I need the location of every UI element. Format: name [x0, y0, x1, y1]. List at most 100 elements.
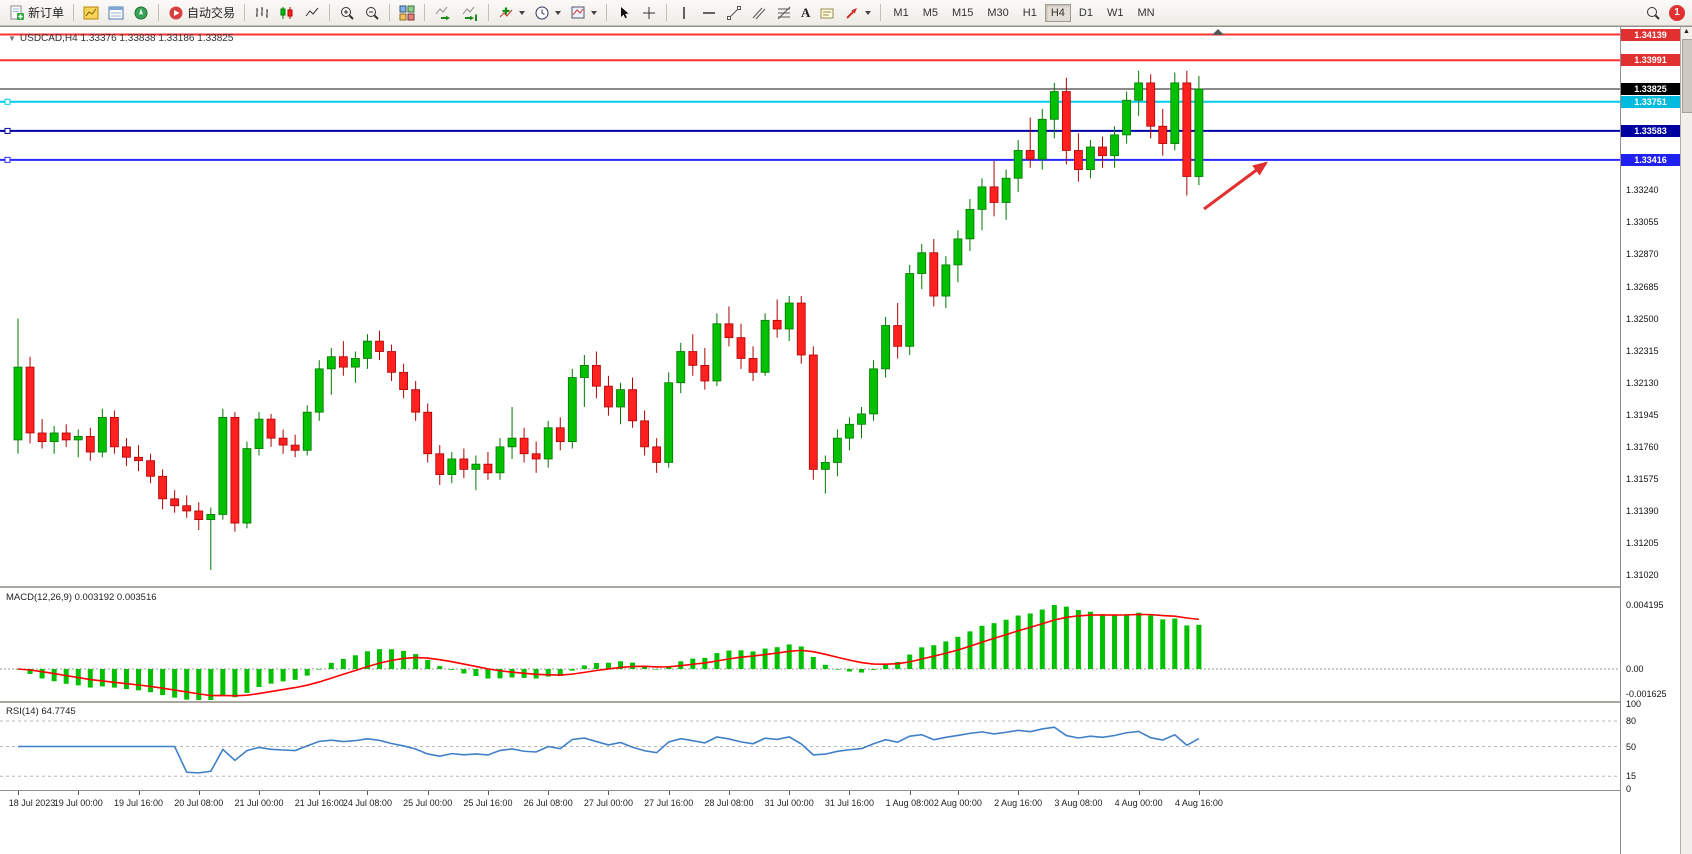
- navigator-button[interactable]: [129, 1, 153, 25]
- timeframe-button-w1[interactable]: W1: [1106, 6, 1124, 19]
- time-axis-tick: [548, 791, 550, 795]
- bar-chart-button[interactable]: [250, 1, 274, 25]
- horizontal-line-tool-button[interactable]: [697, 1, 721, 25]
- timeframe-button-m30[interactable]: M30: [987, 6, 1009, 19]
- notification-badge[interactable]: 1: [1669, 4, 1685, 21]
- time-axis-tick: [1198, 791, 1200, 795]
- time-axis[interactable]: 18 Jul 2023 19 Jul 00:00 19 Jul 16:00 20 Ju…: [0, 791, 1620, 815]
- separator: [666, 4, 668, 21]
- time-axis-tick: [78, 791, 80, 795]
- arrows-tool-icon: [846, 7, 858, 19]
- tile-windows-button[interactable]: [395, 1, 419, 25]
- panel-splitter[interactable]: [0, 701, 1692, 703]
- main-chart[interactable]: [0, 29, 1620, 586]
- text-tool-button[interactable]: A: [797, 1, 814, 25]
- crosshair-tool-button[interactable]: [637, 1, 661, 25]
- timeframe-button-m1[interactable]: M1: [893, 6, 909, 19]
- zoom-out-button[interactable]: [360, 1, 384, 25]
- trendline-icon: [727, 5, 742, 20]
- time-axis-tick: [1018, 791, 1020, 795]
- label-tool-button[interactable]: [815, 1, 839, 25]
- rsi-panel[interactable]: [0, 704, 1620, 789]
- market-watch-button[interactable]: [79, 1, 103, 25]
- template-icon: [571, 6, 585, 18]
- channel-tool-button[interactable]: [747, 1, 771, 25]
- timeframe-button-mn[interactable]: MN: [1137, 6, 1155, 19]
- timeframe-toolbar: M1 M5 M15 M30 H1 H4 D1 W1 MN: [886, 3, 1161, 22]
- line-chart-button[interactable]: [300, 1, 324, 25]
- chevron-down-icon: [865, 10, 872, 15]
- timeframe-button-d1[interactable]: D1: [1078, 6, 1093, 19]
- panel-splitter[interactable]: [0, 586, 1692, 588]
- chart-shift-button[interactable]: [457, 1, 483, 25]
- zoom-in-button[interactable]: [335, 1, 359, 25]
- timeframe-button-h4[interactable]: H4: [1044, 3, 1071, 22]
- autotrading-button[interactable]: 自动交易: [164, 1, 239, 25]
- price-axis-label: 1.31945: [1626, 409, 1659, 420]
- price-level-chip: 1.33991: [1621, 54, 1680, 67]
- price-axis-label: 1.32500: [1626, 313, 1659, 324]
- cursor-icon: [621, 6, 629, 18]
- price-axis-label: 1.33240: [1626, 185, 1659, 196]
- time-axis-tick: [1078, 791, 1080, 795]
- candlestick-chart-button[interactable]: [275, 1, 299, 25]
- time-axis-label: 4 Aug 00:00: [1114, 798, 1163, 808]
- price-axis-label: 1.31020: [1626, 570, 1659, 581]
- time-axis-tick: [909, 791, 911, 795]
- time-axis-label: 31 Jul 16:00: [824, 798, 874, 808]
- trendline-tool-button[interactable]: [722, 1, 746, 25]
- fibonacci-tool-button[interactable]: [772, 1, 796, 25]
- time-axis-tick: [319, 791, 321, 795]
- data-window-button[interactable]: [104, 1, 128, 25]
- price-level-chip: 1.33416: [1621, 153, 1680, 166]
- rsi-axis-label: 15: [1626, 771, 1637, 782]
- scrollbar-up-icon[interactable]: ▲: [1683, 28, 1690, 35]
- cursor-tool-button[interactable]: [612, 1, 636, 25]
- chart-title: ▼ USDCAD,H4 1.33376 1.33838 1.33186 1.33…: [8, 33, 233, 44]
- periods-button[interactable]: [530, 1, 565, 25]
- time-axis-tick: [427, 791, 429, 795]
- time-axis-tick: [849, 791, 851, 795]
- time-axis-tick: [789, 791, 791, 795]
- price-scale[interactable]: 1.33240 1.33055 1.32870 1.32685 1.32500 1.323…: [1620, 27, 1680, 854]
- separator: [606, 4, 608, 21]
- market-watch-icon: [83, 6, 99, 19]
- search-icon[interactable]: [1645, 5, 1661, 21]
- separator: [389, 4, 391, 21]
- separator: [158, 4, 160, 21]
- rsi-axis-label: 100: [1626, 699, 1642, 709]
- new-order-label: 新订单: [28, 6, 65, 20]
- timeframe-button-m5[interactable]: M5: [922, 6, 938, 19]
- timeframe-button-m15[interactable]: M15: [951, 6, 974, 19]
- scrollbar-thumb[interactable]: [1682, 39, 1692, 113]
- price-level-chip: 1.34139: [1621, 28, 1680, 41]
- auto-scroll-button[interactable]: [430, 1, 456, 25]
- time-axis-label: 31 Jul 00:00: [764, 798, 814, 808]
- bar-chart-icon: [256, 6, 269, 18]
- templates-button[interactable]: [566, 1, 601, 25]
- macd-axis-label: 0.00: [1626, 664, 1644, 674]
- time-axis-label: 4 Aug 16:00: [1174, 798, 1223, 808]
- time-axis-label: 19 Jul 16:00: [113, 798, 164, 808]
- vertical-line-tool-button[interactable]: [672, 1, 696, 25]
- price-level-chip: 1.33583: [1621, 124, 1680, 137]
- time-axis-tick: [487, 791, 489, 795]
- time-axis-tick: [728, 791, 730, 795]
- timeframe-button-h1[interactable]: H1: [1022, 6, 1037, 19]
- scrollbar[interactable]: ▲: [1680, 27, 1692, 854]
- indicators-button[interactable]: [494, 1, 529, 25]
- new-order-button[interactable]: 新订单: [5, 1, 68, 25]
- time-axis-label: 3 Aug 08:00: [1054, 798, 1103, 808]
- price-level-chip: 1.33751: [1621, 95, 1680, 108]
- time-axis-tick: [1138, 791, 1140, 795]
- rsi-axis-label: 50: [1626, 741, 1637, 752]
- price-axis-label: 1.33055: [1626, 217, 1659, 228]
- autotrading-label: 自动交易: [187, 6, 236, 20]
- price-axis-label: 1.31575: [1626, 473, 1659, 484]
- time-axis-tick: [18, 791, 19, 795]
- arrows-tool-button[interactable]: [840, 1, 875, 25]
- zoom-out-icon: [366, 6, 379, 20]
- rsi-axis-label: 80: [1626, 716, 1637, 726]
- tile-windows-icon: [399, 5, 415, 20]
- macd-panel[interactable]: [0, 590, 1620, 700]
